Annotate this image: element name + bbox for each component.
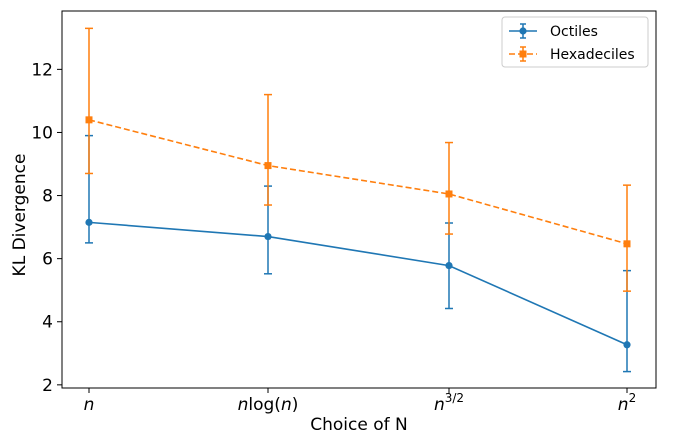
x-axis: n nlog(n) n3/2 n2 bbox=[84, 388, 636, 415]
series-hexadeciles bbox=[85, 27, 631, 292]
legend: Octiles Hexadeciles bbox=[501, 16, 649, 68]
data-point bbox=[445, 261, 453, 270]
y-axis: 2 4 6 8 10 12 bbox=[31, 60, 62, 396]
y-tick-label: 12 bbox=[31, 60, 53, 80]
x-axis-label: Choice of N bbox=[310, 415, 407, 435]
legend-entry-hexadeciles: Hexadeciles bbox=[509, 46, 635, 63]
plot-area bbox=[61, 10, 657, 389]
y-axis-label: KL Divergence bbox=[10, 154, 30, 277]
series-octiles bbox=[85, 134, 631, 373]
y-tick-label: 10 bbox=[31, 123, 53, 143]
legend-marker bbox=[519, 27, 527, 35]
data-point bbox=[264, 232, 272, 241]
legend-marker bbox=[519, 50, 527, 58]
data-point bbox=[623, 341, 631, 349]
x-tick-label: n2 bbox=[618, 391, 636, 415]
series-line bbox=[88, 221, 628, 346]
legend-label: Hexadeciles bbox=[550, 47, 635, 63]
legend-box bbox=[501, 16, 649, 68]
x-tick-label: nlog(n) bbox=[238, 395, 299, 415]
data-point bbox=[623, 240, 631, 248]
y-tick-label: 2 bbox=[42, 376, 53, 396]
legend-entry-octiles: Octiles bbox=[509, 23, 598, 40]
series-line bbox=[88, 119, 628, 245]
data-point bbox=[264, 162, 272, 170]
data-point bbox=[85, 218, 93, 226]
y-tick-label: 8 bbox=[42, 187, 53, 207]
x-tick-label: n bbox=[84, 395, 95, 415]
plot-frame bbox=[61, 10, 657, 389]
y-tick-label: 4 bbox=[42, 313, 53, 333]
data-point bbox=[85, 116, 93, 124]
x-tick-label: n3/2 bbox=[434, 391, 464, 415]
legend-label: Octiles bbox=[550, 24, 598, 40]
y-tick-label: 6 bbox=[42, 250, 53, 270]
data-point bbox=[445, 190, 453, 198]
